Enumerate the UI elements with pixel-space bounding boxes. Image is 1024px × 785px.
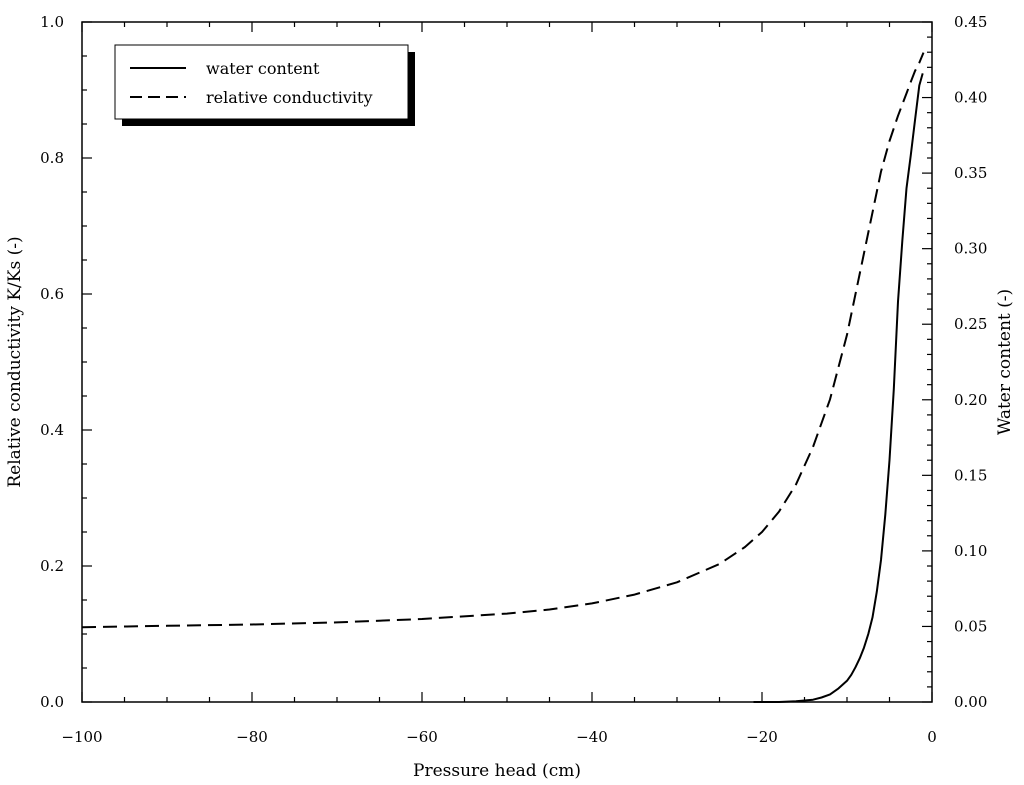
y-right-tick-label: 0.35 bbox=[954, 164, 987, 182]
x-tick-label: −60 bbox=[406, 728, 438, 746]
x-tick-label: −20 bbox=[746, 728, 778, 746]
legend-label-water-content: water content bbox=[206, 59, 320, 78]
y-right-tick-label: 0.30 bbox=[954, 240, 987, 258]
y-right-tick-label: 0.45 bbox=[954, 13, 987, 31]
legend-label-relative-conductivity: relative conductivity bbox=[206, 88, 373, 107]
x-tick-label: −40 bbox=[576, 728, 608, 746]
y-left-tick-label: 0.2 bbox=[40, 557, 64, 575]
y-right-tick-label: 0.05 bbox=[954, 617, 987, 635]
y-right-tick-label: 0.25 bbox=[954, 315, 987, 333]
x-tick-label: −100 bbox=[61, 728, 102, 746]
series-line-water-content bbox=[753, 73, 924, 703]
y-left-tick-label: 0.8 bbox=[40, 149, 64, 167]
series-line-relative-conductivity bbox=[81, 52, 925, 629]
y-right-tick-label: 0.40 bbox=[954, 89, 987, 107]
y-left-tick-label: 0.6 bbox=[40, 285, 64, 303]
y-right-tick-label: 0.00 bbox=[954, 693, 987, 711]
y-left-tick-label: 0.4 bbox=[40, 421, 64, 439]
legend-box bbox=[114, 44, 409, 120]
x-tick-label: 0 bbox=[927, 728, 937, 746]
legend: water content relative conductivity bbox=[114, 44, 415, 126]
y-left-tick-label: 1.0 bbox=[40, 13, 64, 31]
axis-ticks: −100 −80 −60 −40 −20 0 0.0 0.2 0.4 0.6 0.8 1.0 0.00 0… bbox=[40, 13, 987, 746]
x-axis-title: Pressure head (cm) bbox=[413, 761, 581, 781]
y-axis-right-title: Water content (-) bbox=[995, 289, 1015, 435]
x-tick-label: −80 bbox=[236, 728, 268, 746]
series-layer bbox=[81, 52, 925, 703]
y-right-tick-label: 0.20 bbox=[954, 391, 987, 409]
y-left-tick-label: 0.0 bbox=[40, 693, 64, 711]
y-right-tick-label: 0.15 bbox=[954, 466, 987, 484]
y-axis-left-title: Relative conductivity K/Ks (-) bbox=[5, 236, 25, 487]
y-right-tick-label: 0.10 bbox=[954, 542, 987, 560]
